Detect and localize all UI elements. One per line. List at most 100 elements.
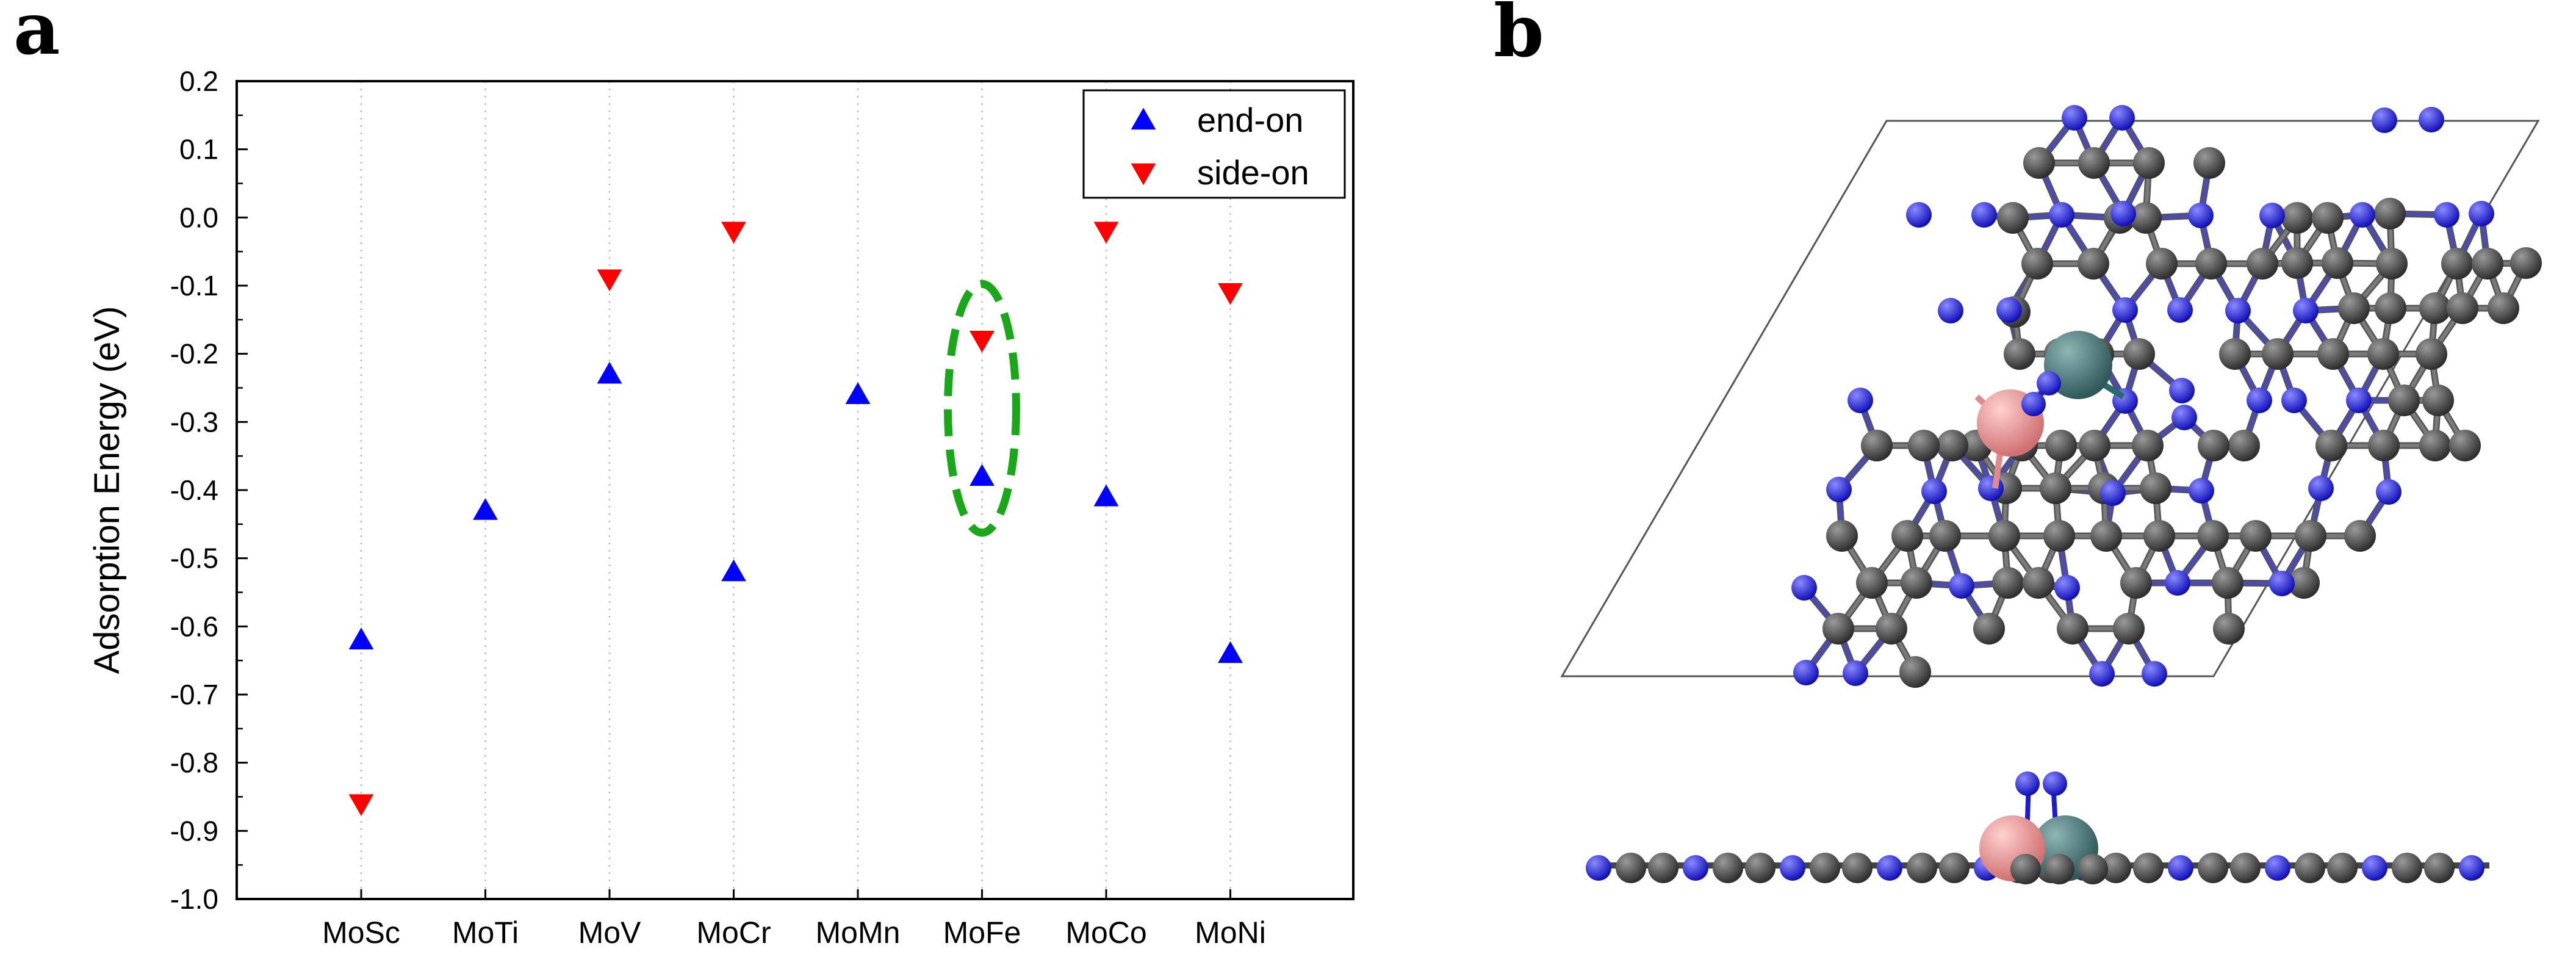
highlight-ellipse — [944, 280, 1020, 537]
nitrogen-atom — [2054, 575, 2080, 601]
nitrogen-atom — [2189, 478, 2214, 504]
y-tick-label: -1.0 — [170, 883, 218, 915]
carbon-atom — [1810, 853, 1840, 883]
x-tick-label: MoCo — [1065, 916, 1146, 950]
carbon-atom — [2130, 202, 2162, 234]
end-on-point-MoFe — [970, 464, 995, 486]
carbon-atom — [2120, 567, 2152, 599]
adsorbed-n-atom — [2015, 771, 2040, 796]
carbon-atom — [2023, 567, 2054, 599]
nitrogen-atom — [1971, 202, 1997, 228]
legend-box — [1082, 89, 1346, 199]
carbon-atom — [1745, 853, 1775, 883]
carbon-atom — [2078, 854, 2108, 884]
carbon-atom — [2219, 338, 2251, 370]
carbon-atom — [2422, 385, 2454, 416]
carbon-atom — [2212, 567, 2243, 599]
carbon-atom — [2195, 248, 2227, 280]
nitrogen-atom — [2469, 201, 2494, 226]
carbon-atom — [1899, 656, 1931, 688]
carbon-atom — [2197, 520, 2229, 552]
carbon-atom — [1856, 567, 1888, 599]
legend-side-on-label: side-on — [1197, 153, 1309, 192]
end-on-point-MoTi — [473, 498, 498, 520]
carbon-atom — [2368, 430, 2400, 461]
carbon-atom — [2023, 147, 2055, 179]
side-on-point-MoV — [597, 269, 622, 292]
nitrogen-atom — [2247, 388, 2272, 413]
nitrogen-atom — [2293, 298, 2319, 323]
legend-side-on-marker — [1131, 163, 1156, 186]
nitrogen-atom — [1843, 660, 1868, 686]
carbon-atom — [2078, 147, 2110, 179]
y-tick-label: 0.2 — [179, 65, 218, 97]
side-on-point-MoCo — [1093, 222, 1119, 244]
nitrogen-atom — [2100, 480, 2126, 506]
adsorbed-n-atom — [2021, 392, 2046, 416]
plot-frame — [236, 80, 1355, 900]
carbon-atom — [2295, 520, 2326, 552]
y-tick-label: 0.0 — [179, 201, 218, 233]
nitrogen-atom — [2269, 571, 2295, 596]
x-axis: MoSc MoTi MoV MoCr MoMn MoFe MoCo MoNi — [322, 889, 1266, 950]
carbon-atom — [1861, 430, 1893, 461]
legend: end-on side-on — [1082, 89, 1346, 199]
mo-atom — [2044, 331, 2112, 399]
nitrogen-atom — [2419, 107, 2444, 132]
x-tick-label: MoMn — [816, 916, 901, 950]
end-on-point-MoNi — [1218, 641, 1243, 663]
nitrogen-atom — [2062, 105, 2087, 131]
end-on-point-MoCr — [721, 559, 746, 582]
carbon-atom — [2057, 613, 2089, 645]
x-tick-label: MoTi — [452, 916, 519, 950]
nitrogen-atom — [2434, 202, 2459, 228]
carbon-atom — [2449, 430, 2481, 461]
end-on-point-MoSc — [348, 627, 374, 649]
carbon-atom — [2133, 853, 2164, 883]
carbon-atom — [2281, 202, 2313, 234]
panel-a: a 0.2 0.1 0.0 -0.1 -0.2 -0.3 -0.4 -0.5 -0.6 -0.7 -… — [13, 0, 1355, 950]
carbon-atom — [1992, 567, 2024, 599]
carbon-atom — [2374, 198, 2406, 229]
carbon-atom — [2101, 853, 2131, 883]
carbon-atom — [2262, 338, 2294, 370]
carbon-atom — [2213, 613, 2245, 645]
carbon-atom — [2010, 854, 2041, 884]
carbon-atom — [2367, 338, 2399, 370]
y-tick-label: -0.7 — [170, 679, 218, 710]
legend-end-on-label: end-on — [1197, 101, 1303, 139]
y-tick-label: -0.9 — [170, 815, 218, 847]
side-on-point-MoCr — [721, 222, 746, 244]
nitrogen-atom — [2109, 105, 2135, 131]
carbon-atom — [1648, 853, 1678, 883]
carbon-atom — [2288, 567, 2320, 599]
nitrogen-atom — [2308, 475, 2334, 501]
y-tick-label: -0.8 — [170, 747, 218, 779]
carbon-atom — [2510, 247, 2542, 279]
nitrogen-atom — [2346, 388, 2372, 413]
carbon-atom — [2488, 292, 2519, 324]
nitrogen-atom — [1683, 855, 1708, 881]
legend-end-on-marker — [1131, 107, 1156, 130]
nitrogen-atom — [1978, 475, 2004, 501]
x-tick-label: MoNi — [1195, 916, 1266, 950]
carbon-atom — [1616, 853, 1646, 883]
nitrogen-atom — [1586, 855, 1611, 881]
carbon-atom — [2338, 292, 2370, 324]
y-tick-label: -0.6 — [170, 610, 218, 642]
end-on-point-MoMn — [845, 382, 871, 404]
side-on-point-MoNi — [1218, 283, 1243, 305]
carbon-atom — [2240, 520, 2272, 552]
carbon-atom — [1997, 202, 2029, 234]
x-tick-label: MoCr — [696, 916, 771, 950]
carbon-atom — [1929, 520, 1961, 552]
nitrogen-atom — [1938, 298, 1963, 323]
carbon-atom — [2078, 248, 2109, 280]
carbon-atom — [2424, 853, 2455, 883]
carbon-atom — [2441, 248, 2473, 280]
data-markers — [348, 222, 1243, 817]
carbon-atom — [2146, 248, 2178, 280]
nitrogen-atom — [2259, 203, 2285, 228]
carbon-atom — [1908, 430, 1940, 461]
end-on-point-MoV — [597, 361, 622, 384]
